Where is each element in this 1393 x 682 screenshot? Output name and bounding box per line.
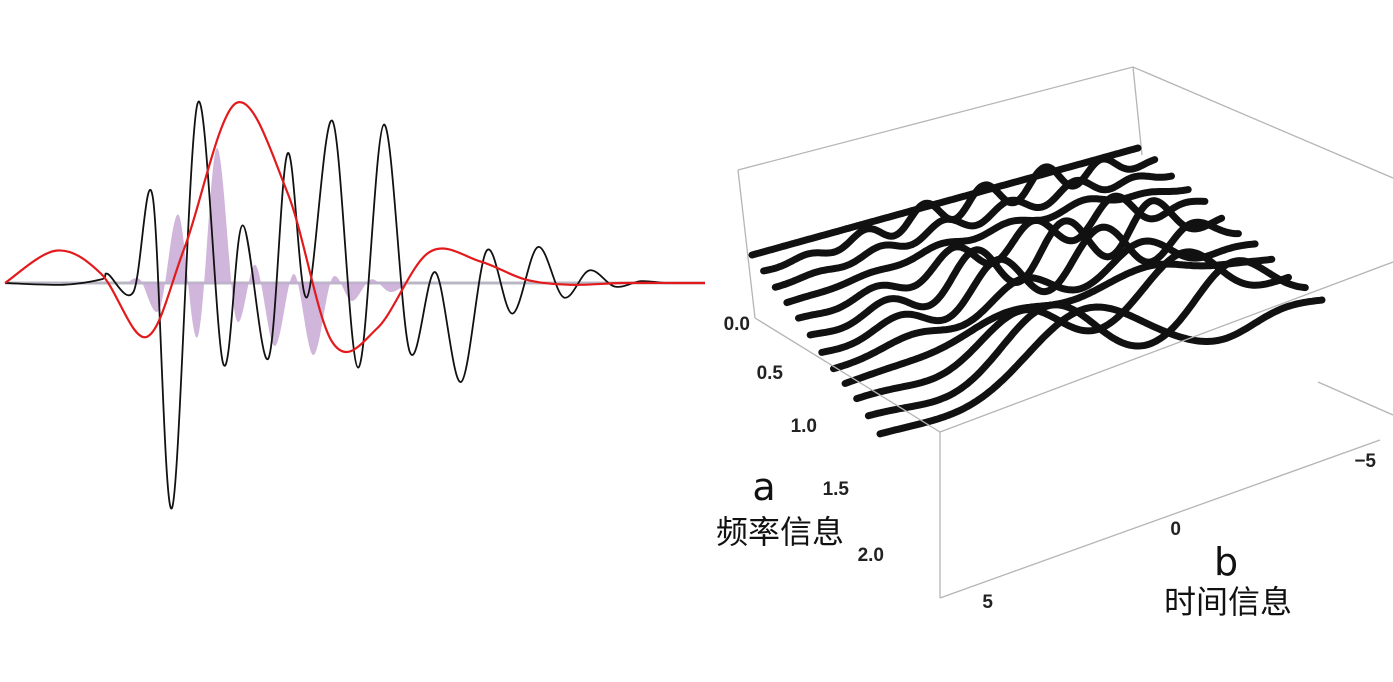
frequency-tick-label: 2.0: [858, 545, 884, 566]
ridge-line: [830, 237, 1259, 373]
time-axis-ticks: 5 0 −5: [982, 451, 1376, 613]
wavelet-signal-panel: [4, 100, 706, 509]
ridge-line: [864, 257, 1309, 420]
wavelet-series-line: [4, 101, 705, 354]
scalogram-3d-panel: 0.0 0.5 1.0 1.5 2.0 5 0 −5 a 频率信息 b 时间信息: [716, 66, 1393, 621]
ridge-line: [760, 155, 1159, 275]
bounding-box-back: [737, 66, 1393, 319]
frequency-tick-label: 1.5: [823, 479, 850, 500]
frequency-tick-label: 0.5: [757, 363, 784, 384]
ridge-line: [853, 248, 1292, 403]
ridge-line: [748, 144, 1142, 259]
frequency-axis-letter: a: [752, 465, 775, 509]
ridge-line: [876, 296, 1326, 438]
time-tick-label: −5: [1354, 451, 1376, 472]
product-area-series: [127, 147, 449, 356]
time-axis-letter: b: [1214, 540, 1238, 584]
frequency-tick-label: 1.0: [791, 416, 817, 437]
frequency-axis-ticks: 0.0 0.5 1.0 1.5 2.0: [724, 314, 884, 566]
frequency-tick-label: 0.0: [724, 314, 750, 335]
bounding-box-front: [754, 261, 1393, 599]
frequency-axis-label: 频率信息: [716, 513, 844, 551]
signal-series-line: [4, 100, 706, 509]
time-tick-label: 0: [1170, 519, 1181, 540]
ridge-line: [771, 172, 1175, 291]
time-tick-label: 5: [982, 592, 993, 613]
time-axis-label: 时间信息: [1164, 583, 1292, 621]
ridge-lines: [748, 144, 1326, 438]
